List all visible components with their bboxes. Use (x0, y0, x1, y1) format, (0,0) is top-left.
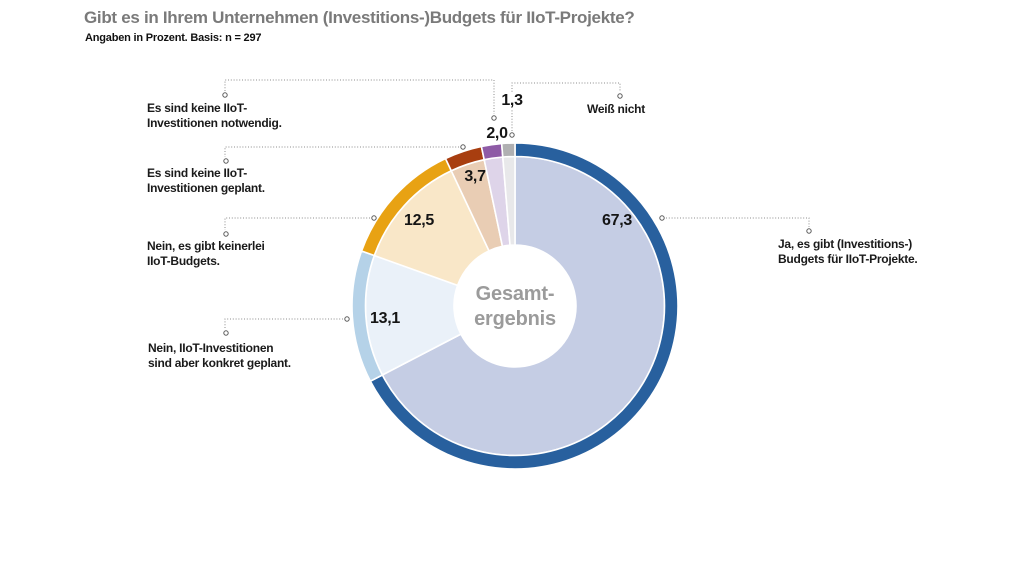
value-label-konkret-geplant: 13,1 (370, 310, 400, 327)
callout-keine-geplant: Es sind keine IIoT- Investitionen geplan… (147, 166, 265, 195)
leader-keinerlei-budgets-endpoint-1 (223, 231, 229, 237)
callout-konkret-geplant: Nein, IIoT-Investitionen sind aber konkr… (148, 341, 291, 370)
donut-center-label: Gesamt- ergebnis (474, 283, 556, 330)
leader-keine-geplant-endpoint-1 (223, 158, 229, 164)
value-label-keinerlei-budgets: 12,5 (404, 212, 434, 229)
leader-weiss-nicht-line (511, 82, 621, 131)
leader-ja-budgets-endpoint-0 (659, 215, 665, 221)
leader-konkret-geplant-endpoint-1 (223, 330, 229, 336)
callout-ja-budgets: Ja, es gibt (Investitions-) Budgets für … (778, 237, 918, 266)
callout-keine-notwendig: Es sind keine IIoT- Investitionen notwen… (147, 101, 282, 130)
leader-keine-geplant-line (224, 146, 459, 157)
leader-weiss-nicht-endpoint-0 (509, 132, 515, 138)
value-label-ja-budgets: 67,3 (602, 212, 632, 229)
leader-keine-notwendig-endpoint-1 (491, 115, 497, 121)
leader-ja-budgets-line (666, 217, 810, 227)
leader-konkret-geplant-endpoint-0 (344, 316, 350, 322)
value-label-keine-notwendig: 2,0 (486, 125, 508, 142)
callout-weiss-nicht: Weiß nicht (587, 102, 645, 116)
leader-keine-notwendig-line (224, 79, 495, 114)
leader-keinerlei-budgets-line (224, 217, 370, 230)
page-subtitle: Angaben in Prozent. Basis: n = 297 (85, 32, 262, 44)
slice-ring-weiss-nicht (500, 142, 516, 158)
leader-keine-notwendig-endpoint-0 (222, 92, 228, 98)
leader-konkret-geplant-line (224, 318, 343, 329)
page-title: Gibt es in Ihrem Unternehmen (Investitio… (84, 8, 635, 27)
leader-keinerlei-budgets-endpoint-0 (371, 215, 377, 221)
value-label-keine-geplant: 3,7 (464, 168, 486, 185)
callout-keinerlei-budgets: Nein, es gibt keinerlei IIoT-Budgets. (147, 239, 265, 268)
leader-weiss-nicht-endpoint-1 (617, 93, 623, 99)
leader-ja-budgets-endpoint-1 (806, 228, 812, 234)
slice-ring-keine-notwendig (480, 142, 504, 161)
value-label-weiss-nicht: 1,3 (499, 92, 525, 110)
leader-keine-geplant-endpoint-0 (460, 144, 466, 150)
